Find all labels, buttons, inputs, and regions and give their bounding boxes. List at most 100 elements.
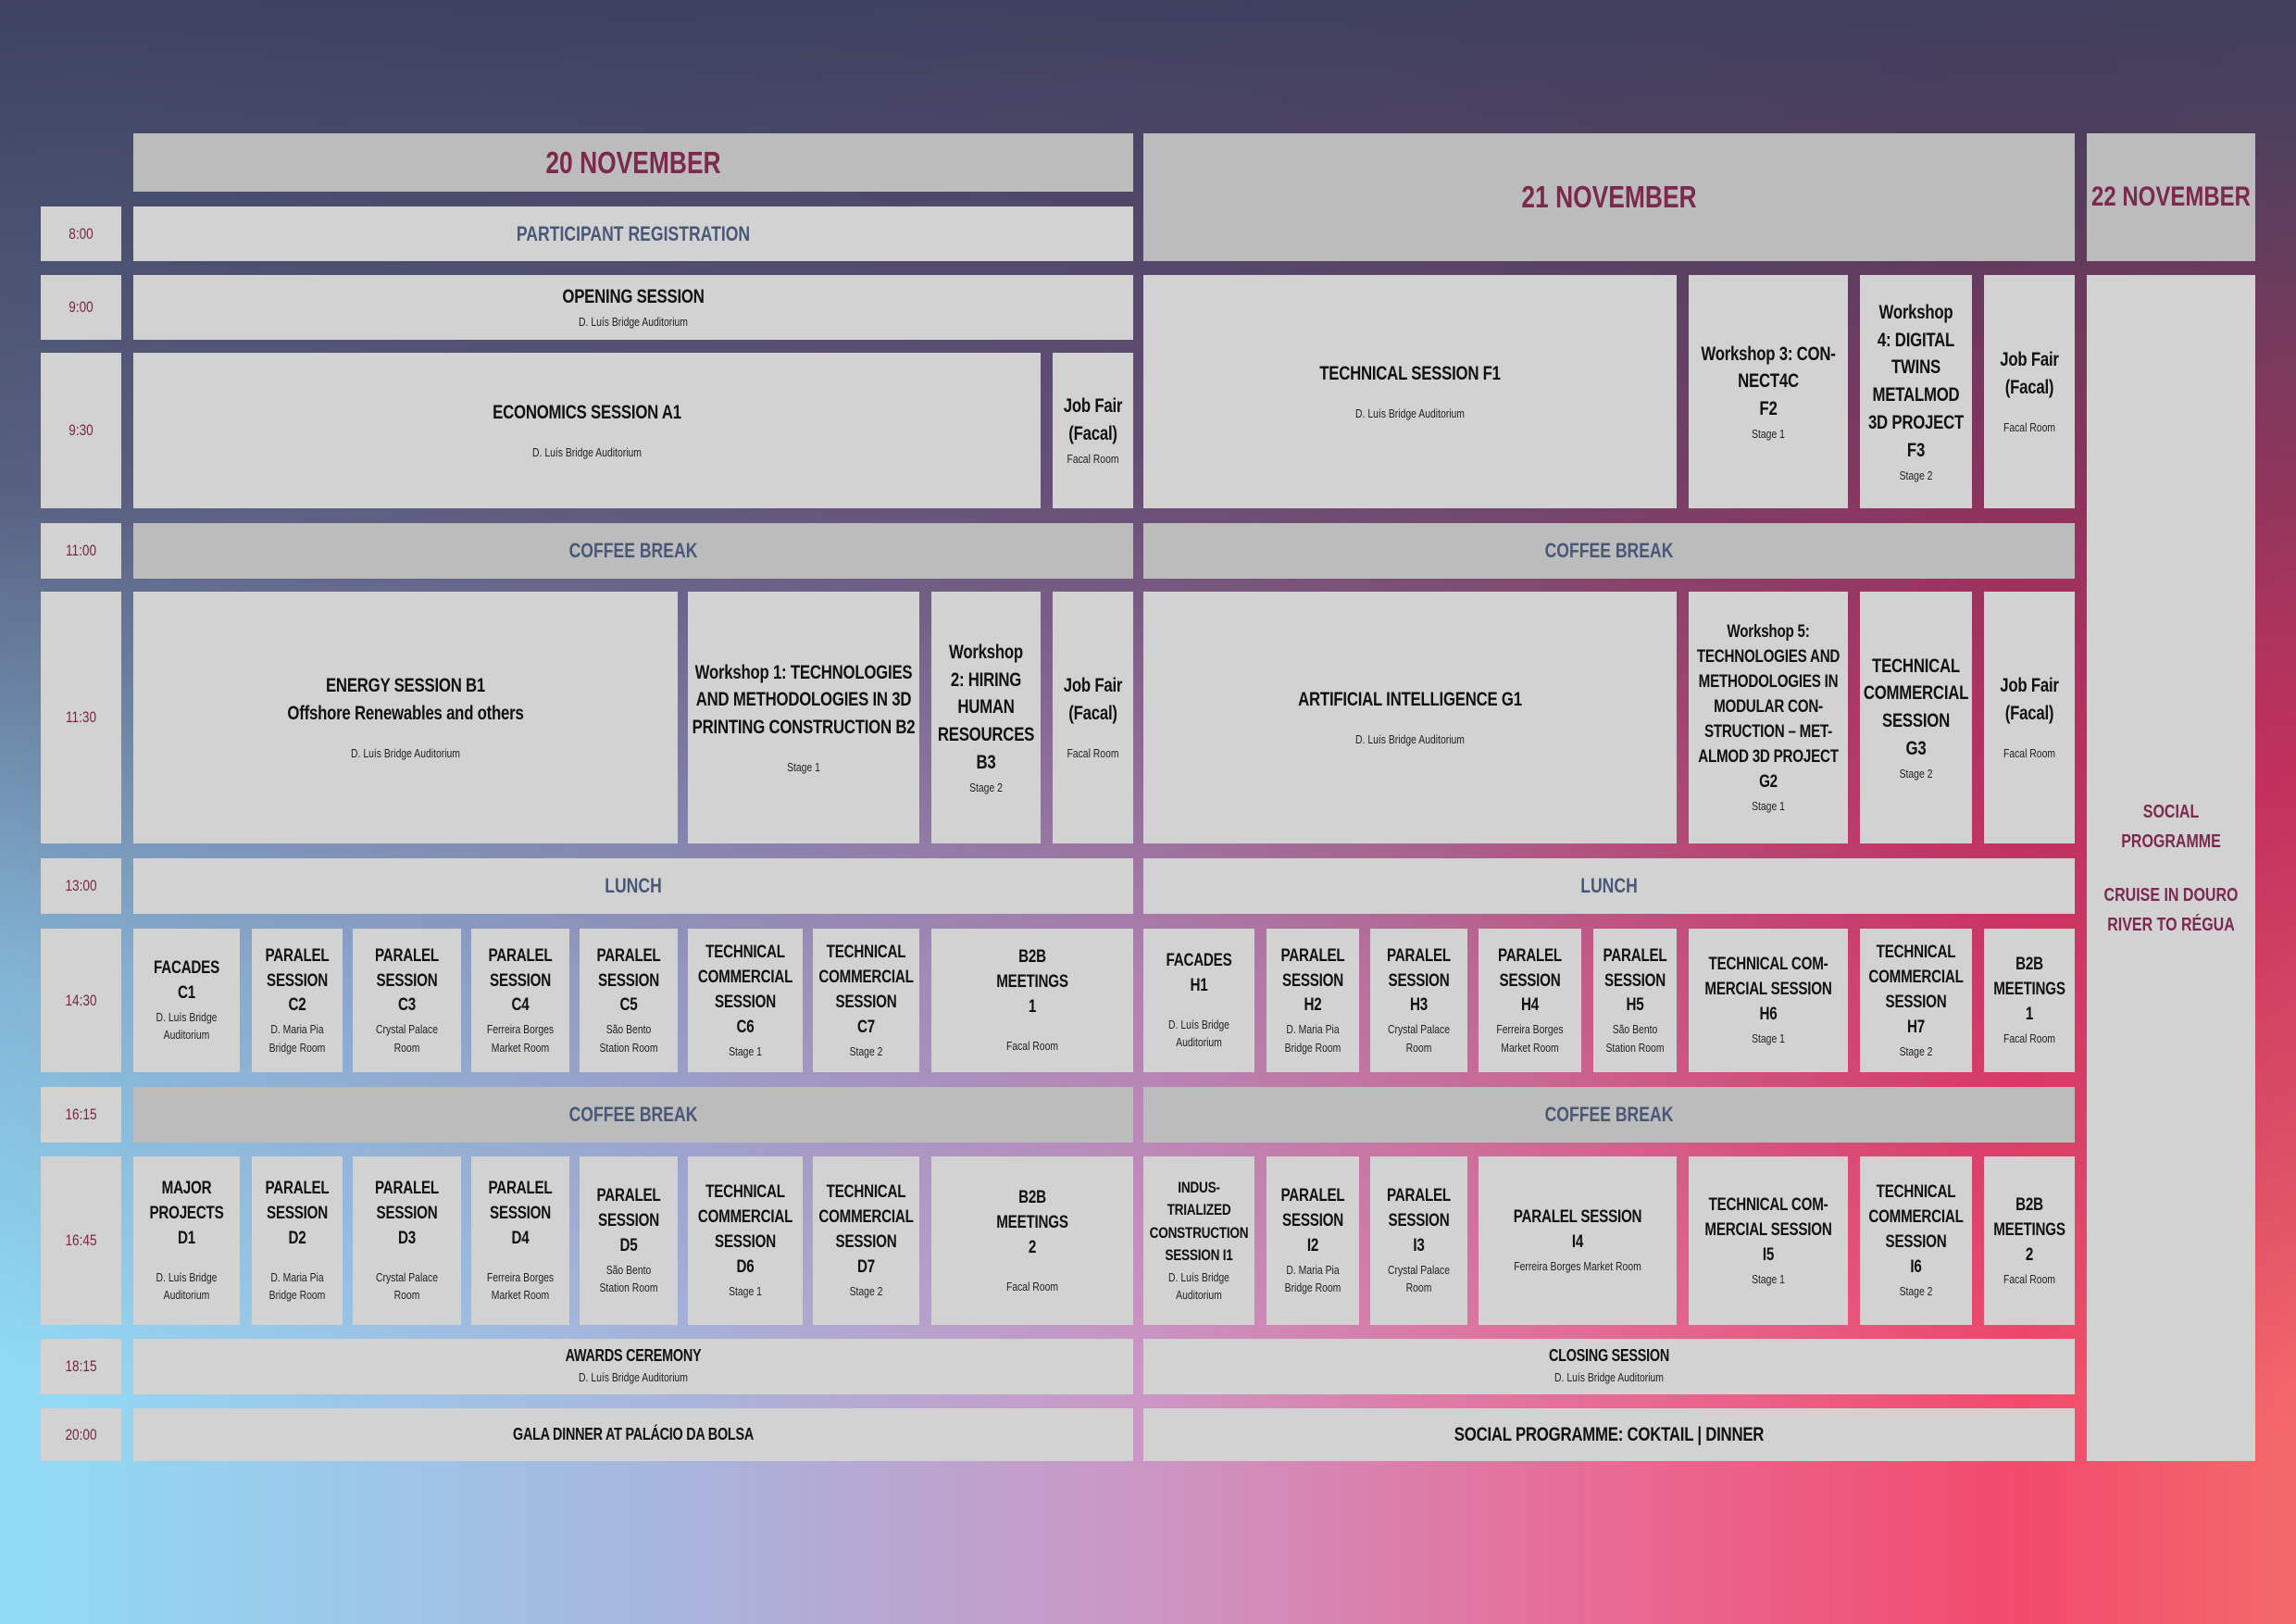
session-title: CLOSING SESSION xyxy=(1548,1346,1670,1366)
session-title: ENERGY SESSION B1 xyxy=(325,675,486,697)
session-title: PARALEL SESSION C4 xyxy=(488,945,553,1016)
time-slot: 13:00 xyxy=(41,858,121,914)
workshop-f3: Workshop 4: DIGITAL TWINS METALMOD 3D PR… xyxy=(1860,275,1972,508)
time-label: 11:30 xyxy=(65,708,97,726)
session-room: Ferreira Borges Market Room xyxy=(486,1269,555,1303)
session-title: PARALEL SESSION D3 xyxy=(375,1179,439,1248)
coffee-break: COFFEE BREAK xyxy=(133,1087,1133,1143)
session-title: TECHNICAL COMMERCIAL SESSION H7 xyxy=(1868,942,1964,1037)
session-title: TECHNICAL COMMERCIAL SESSION C6 xyxy=(697,942,793,1037)
session-title: Job Fair (Facal) xyxy=(1063,395,1123,445)
session-title: TECHNICAL COM- MERCIAL SESSION H6 xyxy=(1704,955,1832,1025)
b2b-meetings-2: B2B MEETINGS 2 Facal Room xyxy=(931,1156,1133,1325)
awards-ceremony: AWARDS CEREMONY D. Luís Bridge Auditorium xyxy=(133,1339,1133,1394)
session-title: GALA DINNER AT PALÁCIO DA BOLSA xyxy=(512,1424,755,1443)
session-i6: TECHNICAL COMMERCIAL SESSION I6 Stage 2 xyxy=(1860,1156,1972,1325)
time-label: 18:15 xyxy=(65,1357,97,1375)
day-label: 22 NOVEMBER xyxy=(2090,181,2252,212)
session-room: Facal Room xyxy=(1067,452,1119,467)
break-label: COFFEE BREAK xyxy=(568,539,698,562)
time-label: 16:15 xyxy=(65,1106,97,1123)
session-title: B2B MEETINGS 2 xyxy=(1993,1194,2065,1265)
session-room: Stage 2 xyxy=(1899,1284,1933,1299)
registration-label: PARTICIPANT REGISTRATION xyxy=(516,221,751,245)
session-i1: INDUS- TRIALIZED CONSTRUCTION SESSION I1… xyxy=(1143,1156,1254,1325)
session-h2: PARALEL SESSION H2 D. Maria Pia Bridge Ro… xyxy=(1267,929,1359,1072)
session-title: PARALEL SESSION I3 xyxy=(1387,1186,1451,1255)
session-title: Job Fair (Facal) xyxy=(1063,675,1123,725)
session-room: Stage 2 xyxy=(849,1284,883,1299)
session-title: PARALEL SESSION H4 xyxy=(1498,945,1562,1016)
time-label: 8:00 xyxy=(69,224,94,243)
workshop-b2: Workshop 1: TECHNOLOGIES AND METHODOLOGI… xyxy=(688,592,919,843)
session-title: PARALEL SESSION H3 xyxy=(1387,945,1451,1016)
session-room: D. Luís Bridge Auditorium xyxy=(1554,1370,1664,1385)
session-title: B2B MEETINGS 1 xyxy=(1993,955,2065,1025)
session-c4: PARALEL SESSION C4 Ferreira Borges Market… xyxy=(471,929,569,1072)
time-slot: 11:00 xyxy=(41,523,121,579)
job-fair: Job Fair (Facal) Facal Room xyxy=(1053,592,1133,843)
closing-session: CLOSING SESSION D. Luís Bridge Auditorium xyxy=(1143,1339,2075,1394)
session-room: Ferreira Borges Market Room xyxy=(1514,1259,1641,1274)
session-title: TECHNICAL COMMERCIAL SESSION G3 xyxy=(1863,655,1969,760)
session-room: Stage 1 xyxy=(729,1284,762,1299)
session-subtitle: Offshore Renewables and others xyxy=(287,703,524,725)
session-title: PARALEL SESSION C5 xyxy=(596,945,661,1016)
workshop-f2: Workshop 3: CON- NECT4C F2 Stage 1 xyxy=(1689,275,1848,508)
session-title: PARALEL SESSION D5 xyxy=(596,1186,661,1255)
b2b-meetings-1: B2B MEETINGS 1 Facal Room xyxy=(931,929,1133,1072)
session-title: Workshop 3: CON- NECT4C F2 xyxy=(1701,343,1836,420)
day-label: 20 NOVEMBER xyxy=(545,144,721,180)
session-d5: PARALEL SESSION D5 São Bento Station Room xyxy=(580,1156,678,1325)
day-header-20-november: 20 NOVEMBER xyxy=(133,133,1133,192)
session-room: Facal Room xyxy=(1005,1279,1059,1293)
social-programme-label: SOCIAL PROGRAMME xyxy=(2121,801,2221,852)
lunch: LUNCH xyxy=(133,858,1133,914)
time-label: 16:45 xyxy=(65,1231,97,1249)
time-label: 13:00 xyxy=(65,877,97,894)
session-title: ARTIFICIAL INTELLIGENCE G1 xyxy=(1298,689,1522,711)
session-title: B2B MEETINGS 1 xyxy=(996,947,1068,1018)
lunch-label: LUNCH xyxy=(605,874,662,897)
session-title: PARALEL SESSION H5 xyxy=(1603,945,1667,1016)
session-room: Stage 1 xyxy=(1752,798,1785,813)
session-room: Facal Room xyxy=(2003,420,2056,435)
job-fair: Job Fair (Facal) Facal Room xyxy=(1984,592,2075,843)
session-d6: TECHNICAL COMMERCIAL SESSION D6 Stage 1 xyxy=(688,1156,803,1325)
break-label: COFFEE BREAK xyxy=(1544,539,1674,562)
session-title: PARALEL SESSION C2 xyxy=(265,945,330,1016)
session-room: D. Maria Pia Bridge Room xyxy=(268,1269,326,1303)
coffee-break: COFFEE BREAK xyxy=(1143,1087,2075,1143)
opening-session: OPENING SESSION D. Luís Bridge Auditorium xyxy=(133,275,1133,340)
session-title: Workshop 5: TECHNOLOGIES AND METHODOLOGI… xyxy=(1696,621,1841,792)
session-title: OPENING SESSION xyxy=(562,286,705,308)
session-room: São Bento Station Room xyxy=(1605,1022,1665,1055)
session-title: ECONOMICS SESSION A1 xyxy=(493,402,681,424)
session-title: Workshop 4: DIGITAL TWINS METALMOD 3D PR… xyxy=(1867,301,1965,461)
cruise-label: CRUISE IN DOURO RIVER TO RÉGUA xyxy=(2103,884,2239,935)
b2b-meetings-2: B2B MEETINGS 2 Facal Room xyxy=(1984,1156,2075,1325)
session-title: PARALEL SESSION D4 xyxy=(488,1179,553,1248)
session-h4: PARALEL SESSION H4 Ferreira Borges Market… xyxy=(1479,929,1581,1072)
session-room: Crystal Palace Room xyxy=(375,1022,439,1055)
lunch: LUNCH xyxy=(1143,858,2075,914)
day-header-22-november: 22 NOVEMBER xyxy=(2087,133,2255,261)
session-room: D. Luís Bridge Auditorium xyxy=(351,746,460,761)
break-label: COFFEE BREAK xyxy=(568,1103,698,1126)
session-title: TECHNICAL COMMERCIAL SESSION I6 xyxy=(1868,1182,1964,1278)
session-c6: TECHNICAL COMMERCIAL SESSION C6 Stage 1 xyxy=(688,929,803,1072)
session-d1: MAJOR PROJECTS D1 D. Luís Bridge Auditori… xyxy=(133,1156,240,1325)
lunch-label: LUNCH xyxy=(1580,874,1638,897)
session-title: Job Fair (Facal) xyxy=(2000,675,2059,725)
time-label: 9:30 xyxy=(69,421,94,439)
session-title: TECHNICAL COMMERCIAL SESSION C7 xyxy=(818,942,914,1037)
session-room: Facal Room xyxy=(1005,1039,1059,1054)
time-slot: 8:00 xyxy=(41,206,121,261)
session-c5: PARALEL SESSION C5 São Bento Station Room xyxy=(580,929,678,1072)
session-room: Facal Room xyxy=(2003,1031,2056,1046)
gala-dinner: GALA DINNER AT PALÁCIO DA BOLSA xyxy=(133,1408,1133,1461)
session-room: São Bento Station Room xyxy=(599,1022,658,1055)
session-h5: PARALEL SESSION H5 São Bento Station Room xyxy=(1593,929,1677,1072)
session-room: Facal Room xyxy=(2003,1271,2056,1286)
time-label: 20:00 xyxy=(65,1425,97,1443)
